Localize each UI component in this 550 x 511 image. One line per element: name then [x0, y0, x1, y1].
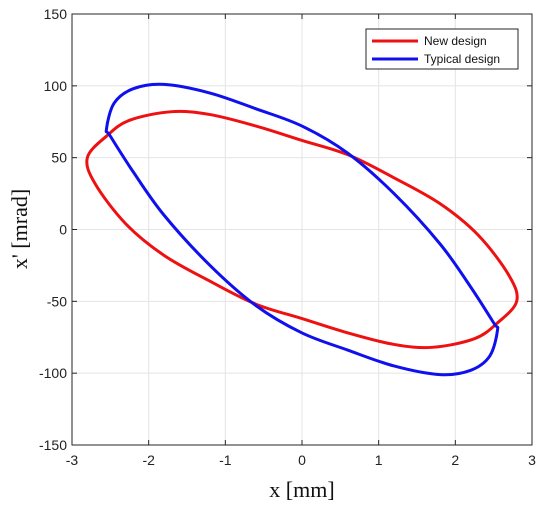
x-tick-label: -1 — [219, 452, 232, 468]
y-tick-label: 50 — [51, 150, 67, 166]
tick-marks — [71, 13, 533, 446]
y-tick-label: 100 — [44, 78, 68, 94]
y-tick-label: 150 — [44, 6, 68, 22]
x-tick-label: 2 — [451, 452, 459, 468]
series-line-new-design — [85, 109, 519, 350]
legend: New design Typical design — [365, 28, 519, 70]
series-line-typical-design — [104, 82, 500, 377]
x-tick-label: 3 — [528, 452, 536, 468]
x-tick-label: -3 — [66, 452, 79, 468]
y-tick-labels: -150 -100 -50 0 50 100 150 — [39, 6, 67, 453]
series-layer — [85, 82, 519, 377]
legend-box — [365, 28, 519, 70]
legend-label-new-design: New design — [424, 34, 487, 48]
x-tick-labels: -3 -2 -1 0 1 2 3 — [66, 452, 536, 468]
y-tick-label: -150 — [39, 437, 67, 453]
x-tick-label: 0 — [298, 452, 306, 468]
y-tick-label: 0 — [59, 222, 67, 238]
y-tick-label: -50 — [47, 293, 67, 309]
y-axis-label: x' [mrad] — [7, 189, 32, 269]
x-tick-label: -2 — [142, 452, 155, 468]
x-axis-label: x [mm] — [269, 477, 334, 502]
legend-label-typical-design: Typical design — [424, 52, 500, 66]
y-tick-label: -100 — [39, 365, 67, 381]
x-tick-label: 1 — [375, 452, 383, 468]
